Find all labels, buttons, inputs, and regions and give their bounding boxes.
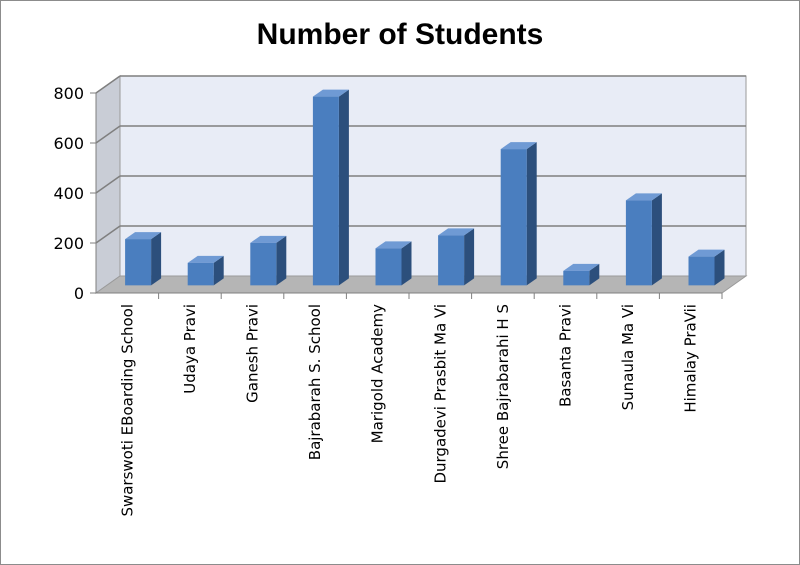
x-tick-label: Marigold Academy bbox=[369, 304, 387, 443]
x-tick-label: Durgadevi Prasbit Ma Vi bbox=[431, 304, 449, 484]
bar-side bbox=[213, 255, 224, 286]
x-tick-label: Shree Bajrabarahi H S bbox=[494, 304, 512, 469]
bar-front bbox=[438, 235, 465, 286]
bar bbox=[125, 232, 162, 286]
y-tick-label: 800 bbox=[53, 84, 84, 103]
bar-front bbox=[187, 262, 214, 286]
x-tick-label: Himalay PraVii bbox=[682, 304, 700, 413]
bar-side bbox=[526, 142, 537, 286]
bar-side bbox=[338, 89, 349, 286]
bar-front bbox=[125, 239, 152, 286]
x-tick-label: Swarswoti EBoarding School bbox=[118, 304, 136, 517]
chart-title: Number of Students bbox=[256, 18, 544, 51]
bar bbox=[187, 255, 224, 286]
x-tick-label: Bajrabarah S. School bbox=[306, 304, 324, 460]
y-tick-label: 400 bbox=[53, 184, 84, 203]
bar bbox=[563, 263, 600, 286]
bar-top bbox=[688, 249, 725, 257]
bar bbox=[375, 241, 412, 286]
bar bbox=[438, 228, 475, 286]
bar-front bbox=[312, 96, 339, 286]
bar-front bbox=[500, 149, 527, 286]
bar-top bbox=[125, 232, 162, 240]
bars bbox=[125, 89, 725, 286]
bar-top bbox=[250, 235, 287, 243]
x-tick-label: Sunaula Ma Vi bbox=[619, 304, 637, 410]
bar-front bbox=[625, 200, 652, 286]
bar-front bbox=[375, 248, 402, 286]
bar-front bbox=[688, 256, 715, 286]
bar-side bbox=[714, 249, 725, 286]
bar-side bbox=[464, 228, 475, 286]
gridline-side bbox=[95, 125, 121, 144]
y-tick-label: 600 bbox=[53, 134, 84, 153]
bar bbox=[625, 193, 662, 286]
x-tick-label: Basanta Pravi bbox=[557, 304, 575, 407]
bar bbox=[312, 89, 349, 286]
gridline-side bbox=[95, 75, 121, 94]
y-tick-label: 200 bbox=[53, 234, 84, 253]
bar-side bbox=[589, 263, 600, 286]
bar-top bbox=[375, 241, 412, 249]
bar-top bbox=[625, 193, 662, 201]
x-axis-labels: Swarswoti EBoarding School Udaya Pravi Gan… bbox=[96, 292, 723, 517]
y-axis-ticks: 0 200 400 600 800 bbox=[53, 84, 97, 303]
bar bbox=[500, 142, 537, 286]
gridline-side bbox=[95, 225, 121, 244]
bar-top bbox=[312, 89, 349, 97]
bar bbox=[688, 249, 725, 286]
bar-side bbox=[151, 232, 162, 286]
bar-top bbox=[563, 263, 600, 271]
x-tick-label: Udaya Pravi bbox=[181, 304, 199, 394]
bar-side bbox=[401, 241, 412, 286]
gridline-side bbox=[95, 175, 121, 194]
bar-top bbox=[187, 255, 224, 263]
bar-front bbox=[563, 270, 590, 286]
y-tick-label: 0 bbox=[74, 284, 84, 303]
bar-side bbox=[651, 193, 662, 286]
bar bbox=[250, 235, 287, 286]
bar-front bbox=[250, 242, 277, 286]
bar-top bbox=[438, 228, 475, 236]
bar-top bbox=[500, 142, 537, 150]
bar-side bbox=[276, 235, 287, 286]
x-tick-label: Ganesh Pravi bbox=[244, 304, 262, 403]
